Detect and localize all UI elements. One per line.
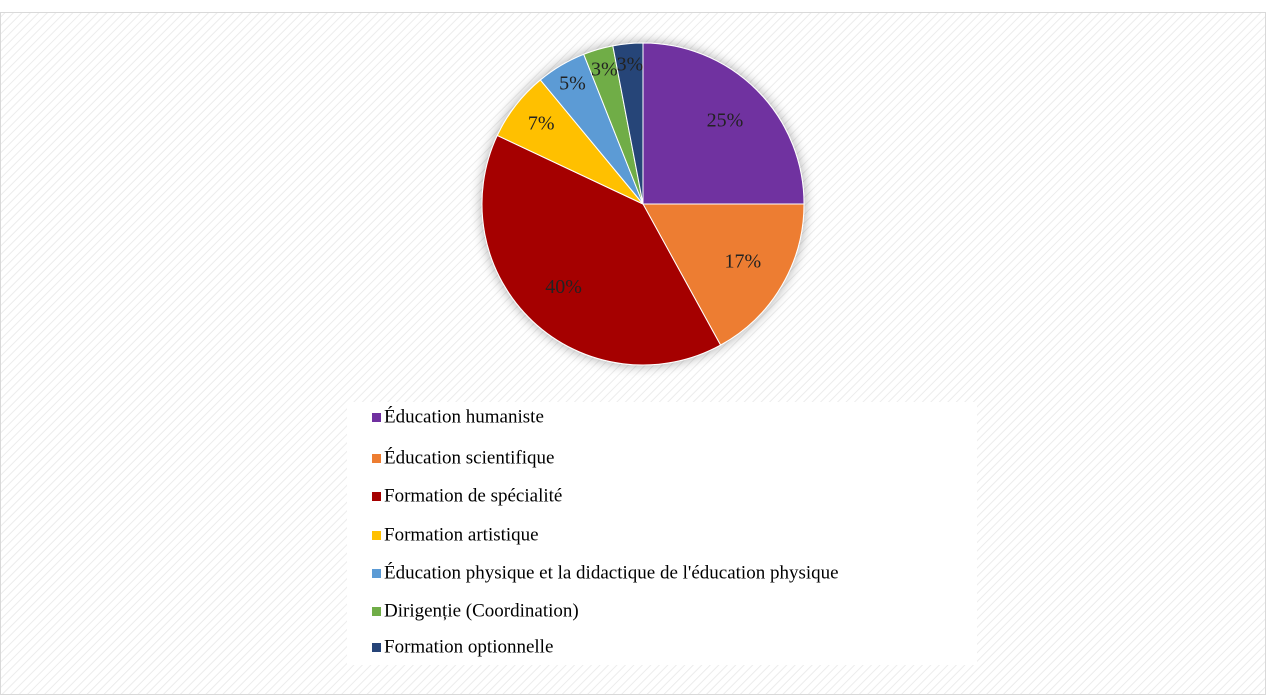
data-label: 7% [528, 113, 555, 135]
legend-label: Éducation scientifique [384, 446, 554, 468]
legend-swatch [372, 607, 381, 616]
legend-swatch [372, 531, 381, 540]
legend-label: Éducation physique et la didactique de l… [384, 561, 839, 583]
pie [481, 42, 805, 366]
legend-swatch [372, 643, 381, 652]
legend-swatch [372, 454, 381, 463]
data-label: 3% [591, 59, 618, 81]
data-label: 25% [707, 110, 744, 132]
legend-swatch [372, 413, 381, 422]
legend-label: Formation de spécialité [384, 485, 562, 506]
data-label: 17% [724, 251, 761, 273]
legend-label: Formation artistique [384, 524, 539, 545]
legend-label: Éducation humaniste [384, 405, 544, 427]
pie-slice [481, 134, 722, 366]
pie-slice [642, 203, 805, 346]
data-label: 40% [545, 276, 582, 298]
data-label: 3% [617, 54, 644, 76]
legend-swatch [372, 569, 381, 578]
legend-swatch [372, 492, 381, 501]
pie-slice [612, 42, 644, 205]
legend-label: Formation optionnelle [384, 636, 553, 657]
data-label: 5% [559, 72, 586, 94]
pie-slice [642, 42, 805, 205]
legend-label: Dirigenție (Coordination) [384, 600, 579, 621]
legend-box [347, 402, 977, 665]
